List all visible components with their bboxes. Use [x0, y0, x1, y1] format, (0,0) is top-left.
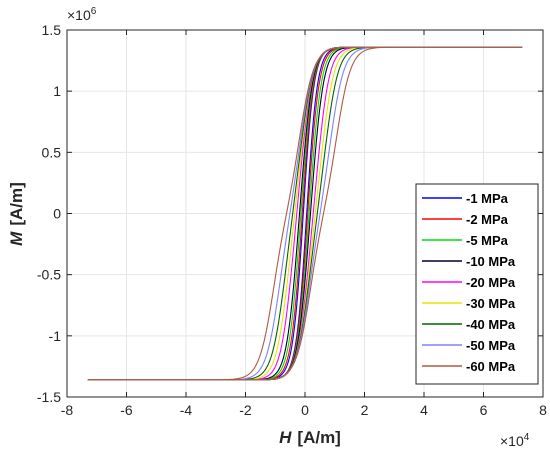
x-tick-label: -2 [239, 402, 252, 418]
legend-label: -50 MPa [466, 338, 516, 353]
x-tick-label: 0 [301, 402, 309, 418]
x-tick-label: 4 [420, 402, 428, 418]
y-tick-label: -1.5 [37, 389, 61, 405]
legend-label: -10 MPa [466, 254, 516, 269]
y-exponent: ×106 [67, 6, 97, 23]
legend-label: -60 MPa [466, 359, 516, 374]
x-tick-label: -8 [61, 402, 74, 418]
y-tick-label: 0 [53, 206, 61, 222]
series-line-60mpa [87, 46, 523, 381]
legend-label: -2 MPa [466, 212, 509, 227]
y-tick-label: -0.5 [37, 267, 61, 283]
x-axis-label: H [A/m] [279, 428, 341, 447]
tick-labels: -8 -6 -4 -2 0 2 4 6 8 -1.5 -1 -0.5 0 0.5 1 1.5 [37, 22, 547, 418]
curves [87, 46, 523, 381]
y-tick-label: 1 [53, 83, 61, 99]
y-tick-label: 0.5 [42, 144, 62, 160]
x-tick-label: -4 [180, 402, 193, 418]
legend-label: -20 MPa [466, 275, 516, 290]
legend-label: -40 MPa [466, 317, 516, 332]
x-exponent: ×104 [500, 432, 530, 449]
x-tick-label: 2 [361, 402, 369, 418]
legend: -1 MPa -2 MPa -5 MPa -10 MPa -20 MPa -30 MPa -… [415, 183, 539, 385]
legend-label: -30 MPa [466, 296, 516, 311]
ticks [66, 29, 544, 398]
y-axis-label: M[A/m] [7, 182, 26, 246]
y-tick-label: -1 [49, 328, 62, 344]
x-tick-label: 8 [539, 402, 547, 418]
x-tick-label: -6 [120, 402, 133, 418]
legend-label: -1 MPa [466, 191, 509, 206]
legend-label: -5 MPa [466, 233, 509, 248]
legend-box [415, 183, 539, 385]
x-tick-label: 6 [480, 402, 488, 418]
y-tick-label: 1.5 [42, 22, 62, 38]
